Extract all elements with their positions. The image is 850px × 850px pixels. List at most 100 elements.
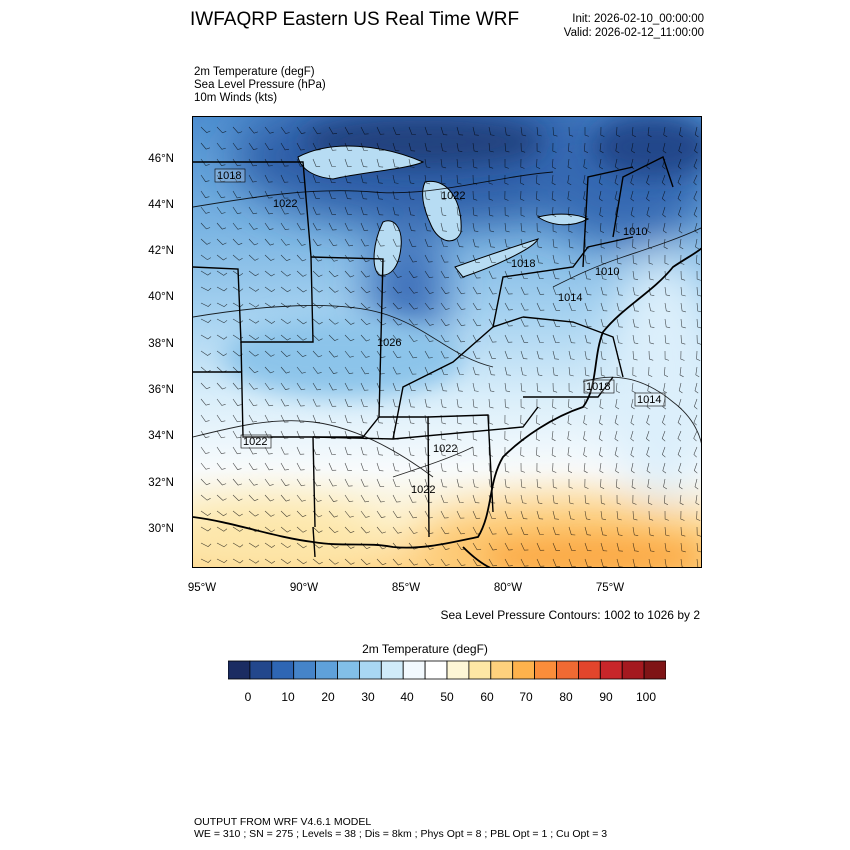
wind-barb: [424, 366, 433, 375]
wind-barb: [679, 238, 684, 250]
wind-barb: [200, 206, 210, 214]
wind-barb: [456, 142, 463, 152]
wind-barb: [680, 286, 686, 297]
wind-barb: [680, 510, 685, 521]
wind-barb: [280, 318, 291, 325]
wind-barb: [376, 126, 385, 135]
colorbar-swatch: [358, 660, 382, 680]
wind-barb: [520, 366, 527, 376]
wind-barb: [568, 494, 574, 505]
wind-barb: [440, 398, 447, 408]
wind-barb: [646, 462, 651, 474]
pressure-label: 1022: [240, 434, 272, 449]
colorbar-label: 40: [400, 690, 414, 704]
wind-barb: [488, 126, 495, 136]
wind-barb: [551, 158, 556, 170]
wind-barb: [456, 206, 462, 217]
wind-barb: [584, 254, 591, 265]
lat-label: 30°N: [148, 523, 174, 535]
wind-barb: [424, 462, 431, 472]
wind-barb: [392, 238, 401, 247]
wind-barb: [552, 142, 557, 153]
wind-barb: [264, 398, 274, 407]
wind-barb: [424, 318, 434, 326]
wind-barb: [440, 382, 448, 392]
wind-barb: [392, 254, 402, 263]
wind-barb: [536, 350, 544, 360]
wind-barb: [504, 478, 511, 489]
wind-barb: [392, 462, 400, 472]
wind-barb: [248, 478, 258, 486]
colorbar: [228, 660, 666, 680]
wind-barb: [328, 142, 337, 151]
pressure-label: 1022: [433, 443, 457, 455]
wind-barb: [661, 190, 666, 202]
wind-barb: [248, 334, 260, 340]
wind-barb: [630, 398, 635, 410]
wind-barb: [280, 238, 290, 246]
wind-barb: [328, 126, 338, 135]
wind-barb: [264, 350, 275, 357]
wind-barb: [280, 462, 289, 471]
colorbar-swatch: [512, 660, 536, 680]
wind-barb: [312, 526, 323, 533]
wind-barb: [488, 175, 493, 185]
pressure-label-text: 1010: [595, 266, 619, 278]
wind-barb: [440, 558, 450, 566]
wind-barb: [360, 510, 370, 518]
wind-barb: [568, 350, 575, 360]
wind-barb: [296, 222, 306, 231]
wind-barb: [583, 462, 588, 474]
wind-barb: [520, 174, 525, 185]
wind-barb: [504, 142, 510, 153]
wind-barb: [376, 238, 385, 247]
wind-barb: [232, 542, 244, 548]
wind-barb: [632, 270, 639, 281]
wind-barb: [631, 126, 636, 138]
wind-barb: [456, 190, 462, 201]
wind-barb: [600, 302, 608, 312]
wind-barb: [488, 510, 496, 519]
pressure-labels: 1018 1022 1022 1018 1010 1014 1010 1026: [214, 168, 666, 496]
wind-barb: [280, 382, 290, 390]
wind-barb: [520, 126, 527, 137]
wind-barb: [312, 158, 321, 167]
wind-barb: [200, 174, 210, 182]
wind-barb: [504, 222, 510, 233]
wind-barb: [520, 430, 525, 441]
wind-barb: [488, 366, 496, 376]
colorbar-label: 100: [635, 690, 657, 704]
wind-barb: [408, 174, 415, 184]
wind-barb: [693, 446, 698, 458]
wind-barb: [568, 334, 576, 344]
wind-barb: [408, 558, 418, 566]
wind-barb: [312, 398, 321, 407]
wind-barb: [664, 270, 670, 281]
wind-barb: [216, 462, 226, 470]
colorbar-label: 90: [599, 690, 613, 704]
wind-barb: [296, 414, 305, 423]
wind-barb: [664, 542, 671, 553]
wind-barb: [520, 158, 525, 169]
wind-barb: [520, 478, 526, 489]
wind-barb: [584, 558, 592, 567]
wind-barb: [504, 174, 509, 185]
wind-barb: [360, 382, 369, 391]
wind-barb: [647, 126, 652, 138]
wind-barb: [520, 382, 526, 393]
wind-barb: [424, 142, 431, 152]
wind-barb: [536, 270, 544, 279]
wind-barb: [280, 334, 291, 341]
wind-barb: [630, 190, 635, 202]
wind-barb: [200, 318, 212, 323]
wind-barb: [264, 494, 275, 502]
wind-barb: [693, 190, 698, 202]
wind-barb: [536, 510, 544, 520]
wind-barb: [216, 158, 226, 166]
wind-barb: [600, 334, 607, 344]
wind-barb: [216, 478, 227, 486]
wind-barb: [200, 382, 211, 390]
wind-barb: [614, 430, 619, 442]
wind-barb: [552, 334, 560, 343]
wind-barb: [344, 270, 355, 278]
